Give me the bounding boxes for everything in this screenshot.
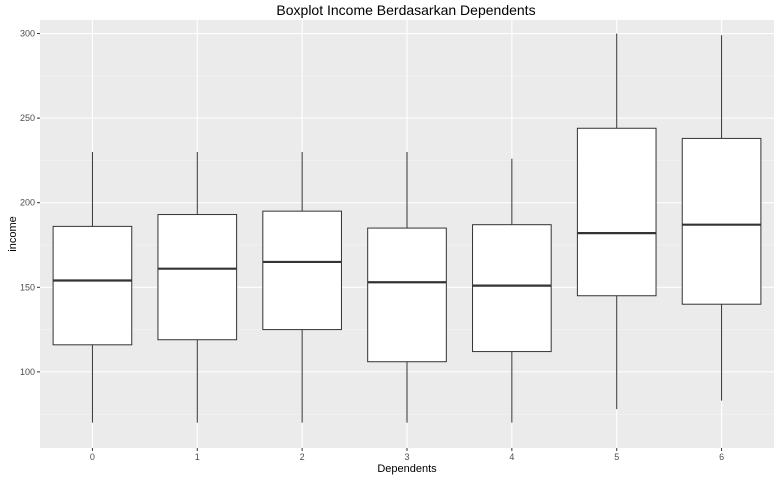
box-iqr [262, 210, 342, 331]
y-tick-label: 100 [20, 367, 35, 377]
box-5 [576, 33, 657, 410]
x-axis: 0 1 2 3 4 5 6 [90, 448, 724, 462]
y-tick-label: 200 [20, 198, 35, 208]
y-tick-label: 150 [20, 282, 35, 292]
box-2 [262, 151, 342, 423]
x-tick-label: 0 [90, 452, 95, 462]
box-iqr [52, 225, 133, 346]
box-iqr [472, 224, 552, 353]
x-tick-label: 1 [195, 452, 200, 462]
box-4 [472, 158, 552, 423]
x-tick-label: 4 [509, 452, 514, 462]
x-tick-label: 3 [404, 452, 409, 462]
box-0 [52, 151, 133, 423]
box-3 [367, 151, 447, 423]
y-axis: 100 150 200 250 300 [20, 29, 40, 377]
box-6 [681, 35, 762, 401]
box-iqr [576, 127, 657, 297]
x-tick-label: 5 [614, 452, 619, 462]
y-tick-label: 250 [20, 113, 35, 123]
box-iqr [367, 227, 447, 363]
x-tick-label: 6 [719, 452, 724, 462]
chart-title: Boxplot Income Berdasarkan Dependents [276, 2, 535, 18]
y-tick-label: 300 [20, 29, 35, 39]
boxes [52, 33, 762, 423]
box-iqr [157, 214, 238, 341]
x-axis-title: Dependents [377, 463, 437, 475]
box-1 [157, 151, 238, 423]
y-axis-title: income [7, 216, 19, 251]
box-iqr [681, 137, 762, 305]
x-tick-label: 2 [300, 452, 305, 462]
